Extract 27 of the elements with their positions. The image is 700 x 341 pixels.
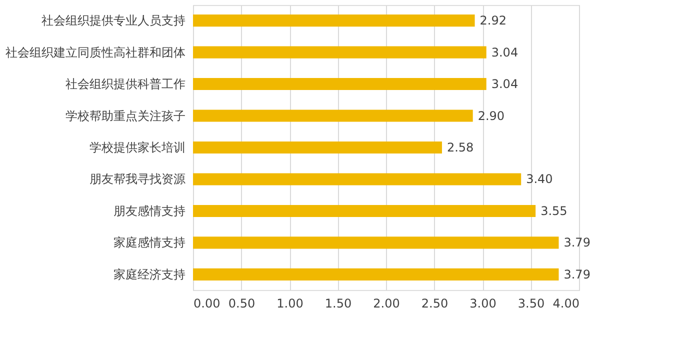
data-label: 3.79 [564,267,590,282]
x-tick-label: 1.00 [276,296,304,310]
x-tick-label: 1.50 [324,296,352,310]
y-tick-label: 家庭经济支持 [114,267,186,282]
y-tick-label: 学校帮助重点关注孩子 [66,108,186,123]
y-tick-label: 家庭感情支持 [114,236,186,250]
x-tick-label: 3.00 [470,296,496,310]
x-tick-label: 2.00 [373,296,400,310]
data-label: 3.40 [526,172,553,186]
x-tick-label: 2.50 [421,296,448,310]
x-tick-label: 4.00 [552,296,580,310]
y-tick-label: 社会组织建立同质性高社群和团体 [6,45,186,60]
data-label: 2.92 [480,14,506,28]
data-label: 3.79 [564,236,590,250]
data-label: 2.58 [446,140,474,154]
x-tick-label: 3.50 [518,296,545,310]
data-label: 3.04 [491,45,518,60]
y-tick-label: 社会组织提供科普工作 [66,77,186,92]
y-tick-label: 学校提供家长培训 [90,140,186,154]
data-label: 3.04 [491,77,518,92]
y-tick-label: 社会组织提供专业人员支持 [42,14,186,28]
y-tick-label: 朋友感情支持 [114,204,186,218]
data-label: 2.90 [478,108,505,123]
x-tick-label: 0.00 [194,296,220,310]
y-tick-label: 朋友帮我寻找资源 [90,172,186,186]
data-label: 3.55 [540,204,568,218]
x-tick-label: 0.50 [228,296,256,310]
